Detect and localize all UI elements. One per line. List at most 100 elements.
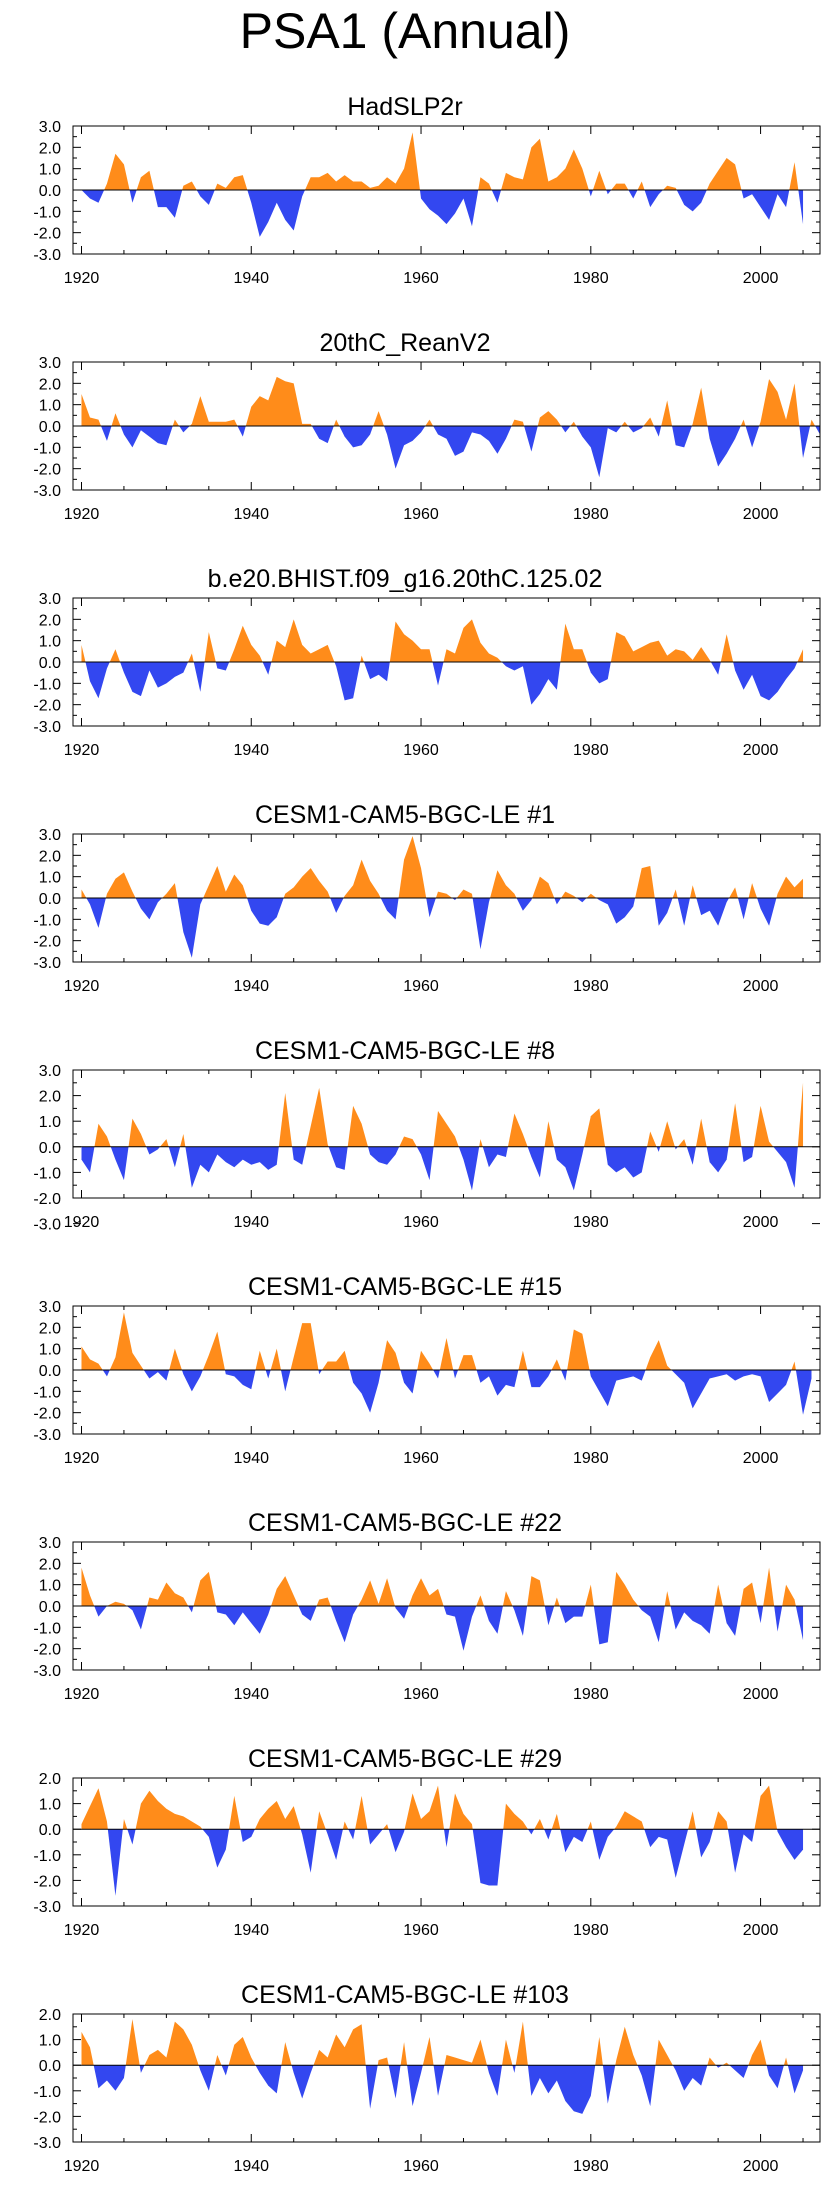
- area-positive-segment: [551, 1359, 562, 1370]
- area-positive-segment: [615, 2026, 638, 2066]
- area-positive-segment: [754, 1785, 778, 1830]
- chart-svg: 1920 1940 1960 1980 2000 3.0 2.0 1.0 0.0 -1.0 -2.0…: [33, 591, 821, 759]
- area-negative-segment: [196, 190, 215, 205]
- area-negative-segment: [215, 662, 230, 671]
- area-negative-segment: [380, 898, 399, 920]
- area-negative-segment: [202, 1829, 230, 1868]
- area-positive-segment: [255, 1350, 266, 1370]
- area-negative-segment: [672, 2065, 708, 2091]
- x-tick-label: 1920: [64, 2158, 100, 2175]
- area-negative-segment: [628, 426, 644, 433]
- area-positive-segment: [456, 889, 473, 898]
- area-negative-segment: [596, 898, 636, 924]
- area-positive-segment: [706, 158, 742, 190]
- area-positive-segment: [81, 394, 102, 426]
- area-positive-segment: [740, 419, 746, 426]
- area-negative-segment: [527, 1829, 535, 1835]
- area-positive-segment: [748, 2039, 767, 2066]
- area-negative-segment: [773, 1146, 798, 1188]
- area-positive-segment: [714, 1584, 723, 1606]
- area-positive-segment: [740, 1582, 758, 1606]
- area-positive-segment: [342, 1821, 349, 1830]
- area-positive-segment: [422, 2037, 434, 2066]
- area-negative-segment: [181, 1370, 203, 1392]
- chart-svg: 1920 1940 1960 1980 2000 3.0 2.0 1.0 0.0 -1.0 -2.0…: [33, 1063, 821, 1234]
- chart-svg: 1920 1940 1960 1980 2000 3.0 2.0 1.0 0.0 -1.0 -2.0…: [33, 119, 821, 287]
- area-negative-segment: [110, 1146, 129, 1181]
- area-negative-segment: [491, 190, 502, 203]
- y-tick-label: 0.0: [39, 1363, 61, 1380]
- area-negative-segment: [86, 898, 106, 928]
- area-positive-segment: [283, 868, 331, 898]
- y-tick-label: 2.0: [39, 140, 61, 157]
- area-negative-segment: [215, 1606, 272, 1634]
- area-positive-segment: [109, 1312, 144, 1370]
- area-positive-segment: [81, 2031, 94, 2066]
- area-positive-segment: [554, 1597, 560, 1606]
- y-tick-label: -3.0: [33, 955, 61, 972]
- area-negative-segment: [365, 2065, 378, 2109]
- area-positive-segment: [435, 891, 453, 898]
- area-negative-segment: [593, 1606, 613, 1645]
- area-positive-segment: [389, 621, 433, 662]
- x-tick-label: 2000: [743, 742, 779, 759]
- area-negative-segment: [240, 1829, 255, 1842]
- area-negative-segment: [81, 190, 105, 203]
- area-positive-segment: [400, 2042, 408, 2066]
- area-positive-segment: [313, 2024, 366, 2066]
- y-tick-label: 0.0: [39, 419, 61, 436]
- y-tick-label: 1.0: [39, 2033, 61, 2050]
- area-positive-segment: [776, 876, 804, 898]
- area-negative-segment: [443, 1606, 477, 1651]
- area-positive-segment: [791, 1361, 796, 1370]
- area-positive-segment: [511, 419, 525, 426]
- y-tick-label: 0.0: [39, 1822, 61, 1839]
- area-negative-segment: [300, 1829, 317, 1873]
- area-positive-segment: [783, 2057, 788, 2066]
- x-tick-label: 1960: [403, 1450, 439, 1467]
- area-negative-segment: [394, 1606, 409, 1619]
- area-positive-segment: [797, 649, 804, 662]
- x-tick-label: 1940: [233, 270, 269, 287]
- area-negative-segment: [85, 662, 110, 699]
- x-tick-label: 1920: [64, 1214, 100, 1231]
- area-negative-segment: [737, 898, 749, 920]
- area-positive-segment: [677, 1139, 687, 1147]
- area-positive-segment: [551, 1813, 561, 1830]
- area-negative-segment: [407, 2065, 423, 2107]
- chart-panel: CESM1-CAM5-BGC-LE #22 1920 1940 1960 1980 200…: [0, 1502, 840, 1738]
- area-negative-segment: [741, 190, 790, 220]
- x-tick-label: 1980: [573, 1450, 609, 1467]
- area-positive-segment: [643, 417, 654, 426]
- chart-title: CESM1-CAM5-BGC-LE #8: [254, 1037, 556, 1065]
- area-negative-segment: [686, 1146, 696, 1165]
- area-negative-segment: [388, 2065, 401, 2099]
- area-negative-segment: [561, 1370, 568, 1381]
- area-positive-segment: [228, 2037, 256, 2066]
- y-tick-label: -1.0: [33, 1384, 61, 1401]
- area-negative-segment: [644, 190, 663, 208]
- area-positive-segment: [147, 1582, 189, 1606]
- area-positive-segment: [503, 1803, 528, 1830]
- area-positive-segment: [182, 181, 197, 190]
- area-negative-segment: [602, 2065, 616, 2104]
- y-tick-label: -1.0: [33, 676, 61, 693]
- area-positive-segment: [188, 653, 194, 662]
- area-positive-segment: [501, 138, 589, 190]
- x-tick-label: 2000: [743, 2158, 779, 2175]
- area-negative-segment: [576, 426, 622, 478]
- y-tick-label: 1.0: [39, 162, 61, 179]
- chart-svg: 1920 1940 1960 1980 2000 2.0 1.0 0.0 -1.0 -2.0 -3.…: [33, 1771, 821, 1939]
- area-positive-segment: [518, 1350, 528, 1370]
- area-positive-segment: [122, 1818, 128, 1830]
- area-negative-segment: [799, 426, 811, 458]
- area-negative-segment: [560, 1829, 588, 1853]
- area-positive-segment: [587, 1821, 593, 1830]
- y-tick-label: -3.0: [33, 1217, 61, 1234]
- area-positive-segment: [281, 2042, 292, 2066]
- chart-panel: CESM1-CAM5-BGC-LE #8 1920 1940 1960 1980 2000…: [0, 1030, 840, 1266]
- area-negative-segment: [777, 1829, 804, 1860]
- chart-panel: 20thC_ReanV2 1920 1940 1960 1980 2000 3.0 2.0 1.…: [0, 322, 840, 558]
- area-negative-segment: [606, 190, 612, 195]
- area-negative-segment: [120, 426, 173, 448]
